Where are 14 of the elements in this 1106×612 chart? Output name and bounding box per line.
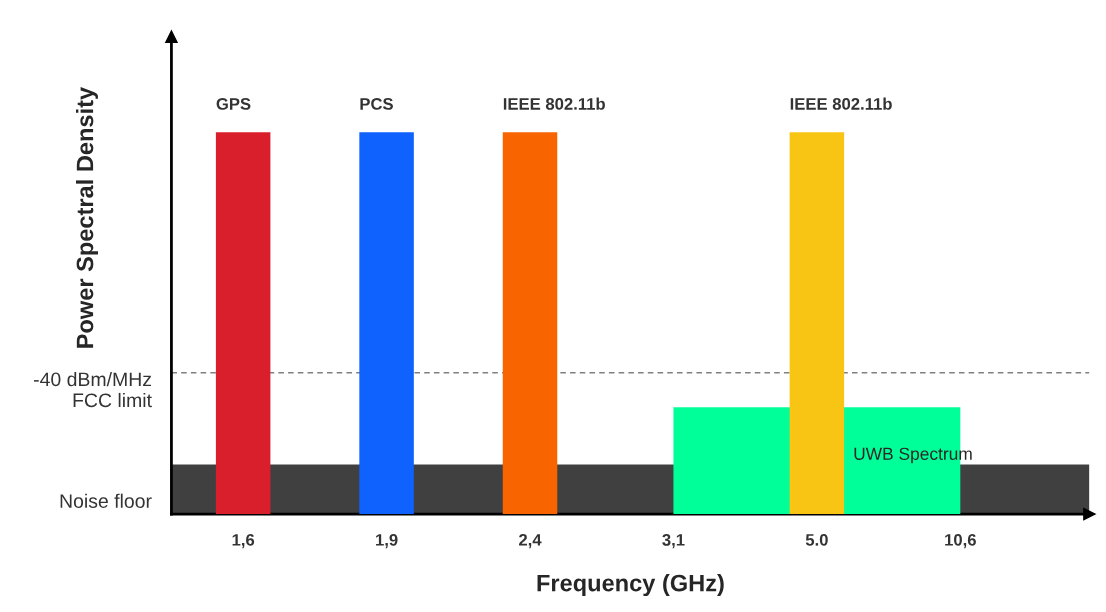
y-axis-title: Power Spectral Density (75, 87, 98, 348)
x-tick-label: 1,9 (376, 533, 398, 549)
ref-line-label: -40 dBm/MHz FCC limit (34, 371, 152, 408)
x-tick-label: 1,6 (232, 533, 255, 549)
annotation: GPS (216, 98, 251, 110)
x-tick-label: 5.0 (805, 533, 828, 546)
annotation: PCS (360, 98, 393, 110)
x-tick-label: 10,6 (945, 533, 976, 549)
x-tick-label: 3,1 (662, 533, 685, 549)
band-label: Noise floor (60, 493, 152, 508)
x-axis-title: Frequency (GHz) (537, 574, 724, 597)
annotation: IEEE 802.11b (503, 97, 605, 110)
x-tick-label: 2,4 (519, 533, 542, 549)
annotation: IEEE 802.11b (790, 97, 892, 110)
